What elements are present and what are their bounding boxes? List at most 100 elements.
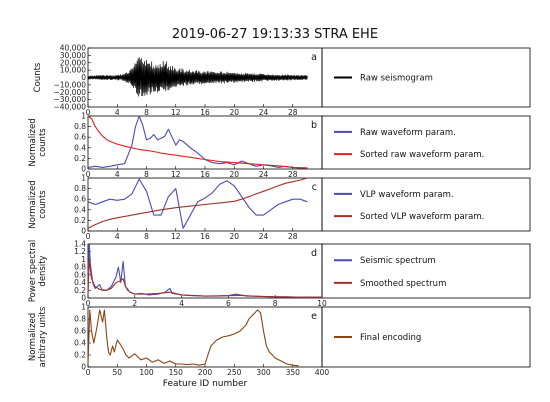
legend-label: Seismic spectrum	[360, 256, 436, 266]
x-tick-label: 24	[259, 170, 269, 179]
y-tick-label: 0	[81, 227, 86, 236]
x-tick-label: 0	[86, 368, 91, 377]
x-tick-label: 28	[288, 232, 298, 241]
x-tick-label: 4	[115, 170, 120, 179]
x-tick-label: 400	[315, 368, 330, 377]
y-tick-label: 0.2	[74, 286, 86, 295]
x-tick-label: 20	[229, 108, 239, 117]
y-tick-label: 0.4	[74, 205, 86, 214]
y-tick-label: 1	[81, 303, 86, 312]
y-tick-label: 0.4	[74, 278, 86, 287]
y-tick-label: −10,000	[53, 80, 86, 89]
legend-label: VLP waveform param.	[360, 190, 454, 200]
y-tick-label: 40,000	[60, 44, 86, 53]
panel-a: aCounts40,00030,00020,00010,0000−10,000−…	[33, 44, 531, 117]
y-axis-label-line: Normalized	[28, 313, 38, 361]
x-tick-label: 28	[288, 170, 298, 179]
y-axis-label-line: counts	[38, 190, 48, 219]
y-tick-label: 1.4	[74, 240, 86, 249]
y-tick-label: 0.6	[74, 133, 86, 142]
y-tick-label: 0.2	[74, 154, 86, 163]
y-axis-label-c: Normalizedcounts	[28, 180, 48, 228]
legend-label: Smoothed spectrum	[360, 279, 446, 289]
x-tick-label: 12	[171, 108, 181, 117]
y-tick-label: 30,000	[60, 51, 86, 60]
series-line-c-0	[87, 178, 308, 229]
x-tick-label: 0	[86, 232, 91, 241]
y-tick-label: 0	[81, 294, 86, 303]
legend-label: Raw waveform param.	[360, 128, 456, 138]
y-tick-label: −40,000	[53, 103, 86, 112]
y-tick-label: −20,000	[53, 88, 86, 97]
panel-letter-d: d	[311, 248, 317, 259]
x-tick-label: 150	[169, 368, 184, 377]
x-tick-label: 350	[286, 368, 301, 377]
x-axis-label: Feature ID number	[163, 379, 248, 389]
y-tick-label: 0	[81, 73, 86, 82]
y-axis-label-line: arbitrary units	[38, 306, 48, 367]
x-tick-label: 4	[115, 108, 120, 117]
x-tick-label: 6	[226, 299, 231, 308]
x-tick-label: 16	[200, 170, 210, 179]
series-line-c-1	[87, 177, 308, 229]
x-tick-label: 16	[200, 108, 210, 117]
y-tick-label: 1.2	[74, 247, 86, 256]
legend-label: Final encoding	[360, 333, 421, 343]
y-axis-label-line: Normalized	[28, 180, 38, 228]
panel-letter-c: c	[312, 182, 317, 193]
y-tick-label: 0.2	[74, 351, 86, 360]
y-tick-label: 0.8	[74, 122, 86, 131]
y-axis-label-b: Normalizedcounts	[28, 118, 48, 166]
panels: aCounts40,00030,00020,00010,0000−10,000−…	[28, 44, 531, 377]
legend-box-e	[321, 306, 531, 368]
y-axis-label-line: Counts	[33, 62, 43, 92]
x-tick-label: 12	[171, 170, 181, 179]
y-tick-label: 0.4	[74, 339, 86, 348]
series-line-d-1	[87, 258, 322, 298]
y-tick-label: 10,000	[60, 66, 86, 75]
x-tick-label: 250	[227, 368, 242, 377]
x-tick-label: 12	[171, 232, 181, 241]
x-tick-label: 28	[288, 108, 298, 117]
legend-box-a	[321, 47, 531, 108]
y-tick-label: 0.6	[74, 195, 86, 204]
x-tick-label: 4	[179, 299, 184, 308]
panel-letter-e: e	[311, 311, 317, 322]
x-tick-label: 4	[115, 232, 120, 241]
y-axis-label-line: density	[38, 255, 48, 286]
legend-box-c	[321, 177, 531, 232]
x-tick-label: 50	[112, 368, 122, 377]
x-tick-label: 8	[144, 170, 149, 179]
x-tick-label: 8	[144, 232, 149, 241]
x-tick-label: 200	[198, 368, 213, 377]
series-line-a-0	[87, 57, 308, 97]
x-tick-label: 0	[86, 170, 91, 179]
y-axis-label-d: Power spectraldensity	[28, 240, 48, 303]
y-tick-label: 1	[81, 174, 86, 183]
panel-letter-b: b	[311, 120, 317, 131]
x-tick-label: 24	[259, 232, 269, 241]
legend-box-b	[321, 115, 531, 170]
y-tick-label: 0.8	[74, 263, 86, 272]
legend-box-d	[321, 243, 531, 299]
legend-label: Sorted raw waveform param.	[360, 150, 484, 160]
x-tick-label: 100	[139, 368, 154, 377]
x-tick-label: 0	[86, 108, 91, 117]
legend-label: Sorted VLP waveform param.	[360, 212, 484, 222]
y-tick-label: 1	[81, 255, 86, 264]
y-axis-label-a: Counts	[33, 62, 43, 92]
y-tick-label: 0.4	[74, 143, 86, 152]
y-tick-label: 1	[81, 112, 86, 121]
y-axis-label-e: Normalizedarbitrary units	[28, 306, 48, 367]
y-tick-label: 0	[81, 165, 86, 174]
y-tick-label: 0.6	[74, 327, 86, 336]
x-tick-label: 20	[229, 232, 239, 241]
x-tick-label: 24	[259, 108, 269, 117]
figure-title: 2019-06-27 19:13:33 STRA EHE	[172, 27, 378, 42]
x-tick-label: 20	[229, 170, 239, 179]
